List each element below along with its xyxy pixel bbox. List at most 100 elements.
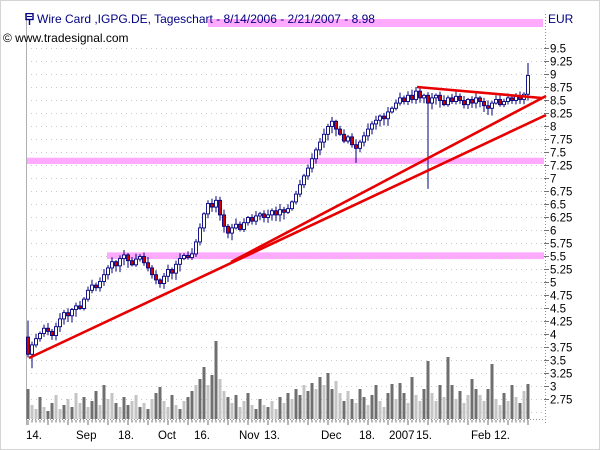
volume-bar — [146, 409, 150, 419]
volume-bar — [130, 401, 134, 419]
volume-bar — [190, 391, 194, 419]
volume-bar — [106, 399, 110, 419]
candle-body-down — [126, 254, 130, 262]
candle-body-up — [290, 201, 294, 210]
volume-bar — [398, 383, 402, 419]
candle-body-up — [346, 136, 350, 142]
volume-bar — [142, 403, 146, 419]
volume-bar — [222, 391, 226, 419]
volume-bar — [402, 393, 406, 419]
candle-body-down — [458, 95, 462, 101]
volume-bar — [102, 385, 106, 419]
candle-body-up — [34, 338, 38, 346]
candle-body-up — [466, 99, 470, 106]
candle-body-up — [306, 167, 310, 177]
volume-bar — [118, 407, 122, 419]
candle-body-up — [322, 133, 326, 143]
volume-bar — [266, 407, 270, 419]
volume-bar — [386, 393, 390, 419]
volume-bar — [170, 395, 174, 419]
volume-bar — [422, 389, 426, 419]
candle-body-down — [186, 255, 190, 258]
y-axis-label: 6 — [550, 226, 556, 238]
currency-unit-label: EUR — [548, 12, 574, 26]
volume-bar — [70, 407, 74, 419]
support-zone-5.5 — [107, 252, 544, 260]
candle-body-down — [486, 105, 490, 109]
y-axis-label: 4.5 — [550, 304, 566, 316]
volume-bar — [178, 409, 182, 419]
volume-bar — [54, 395, 58, 419]
volume-bar — [162, 401, 166, 419]
candle-body-up — [270, 210, 274, 216]
volume-bar — [290, 399, 294, 419]
volume-bar — [58, 409, 62, 419]
volume-bar — [430, 393, 434, 419]
candle-body-up — [174, 263, 178, 274]
candle-body-down — [338, 128, 342, 135]
y-axis-label: 8.25 — [550, 109, 572, 121]
candle-body-up — [162, 275, 166, 284]
volume-bar — [478, 395, 482, 419]
candle-body-up — [454, 95, 458, 102]
candle-body-down — [158, 279, 162, 284]
y-axis-label: 6.5 — [550, 200, 566, 212]
candle-body-down — [426, 94, 430, 104]
candle-body-down — [154, 274, 158, 281]
y-axis-label: 3.75 — [550, 343, 572, 355]
volume-bar — [258, 399, 262, 419]
y-axis-label: 9 — [550, 70, 556, 82]
volume-bar — [198, 379, 202, 419]
candle-body-up — [430, 97, 434, 104]
candle-body-up — [214, 199, 218, 208]
volume-bar — [410, 377, 414, 419]
volume-bar — [510, 385, 514, 419]
candle-body-down — [478, 97, 482, 102]
chart-pin-icon[interactable] — [25, 13, 34, 25]
volume-bar — [482, 401, 486, 419]
candle-body-up — [138, 256, 142, 260]
candle-body-up — [406, 94, 410, 102]
y-axis-label: 7.5 — [550, 148, 566, 160]
candle-body-down — [498, 99, 502, 106]
candle-body-down — [50, 330, 54, 336]
candle-body-up — [110, 261, 114, 269]
candle-body-up — [62, 312, 66, 320]
volume-bar — [522, 391, 526, 419]
volume-bar — [150, 399, 154, 419]
volume-bar — [358, 389, 362, 419]
candle-body-up — [242, 222, 246, 230]
resistance-zone-7.3 — [26, 157, 544, 164]
volume-bar — [270, 401, 274, 419]
candle-body-down — [46, 327, 50, 332]
volume-bar — [490, 364, 494, 419]
candle-body-up — [302, 175, 306, 186]
volume-bar — [254, 409, 258, 419]
candle-body-down — [210, 203, 214, 208]
candle-body-down — [130, 260, 134, 266]
volume-bar — [122, 397, 126, 419]
volume-bar — [338, 393, 342, 419]
candle-body-up — [106, 267, 110, 276]
candle-body-down — [402, 97, 406, 102]
volume-bar — [318, 377, 322, 419]
volume-bar — [174, 405, 178, 419]
volume-bar — [286, 393, 290, 419]
volume-bar — [518, 403, 522, 419]
candle-body-down — [26, 336, 30, 355]
volume-bar — [470, 379, 474, 419]
volume-bar — [138, 407, 142, 419]
volume-bar — [78, 403, 82, 419]
volume-bar — [154, 393, 158, 419]
candle-body-down — [170, 269, 174, 274]
volume-bar — [234, 395, 238, 419]
y-axis-label: 3.25 — [550, 369, 572, 381]
volume-bar — [30, 405, 34, 419]
x-axis-label: 18. — [359, 430, 375, 442]
candle-body-down — [354, 144, 358, 149]
volume-bar — [306, 391, 310, 419]
volume-bar — [322, 385, 326, 419]
volume-bar — [114, 403, 118, 419]
volume-bar — [158, 387, 162, 419]
